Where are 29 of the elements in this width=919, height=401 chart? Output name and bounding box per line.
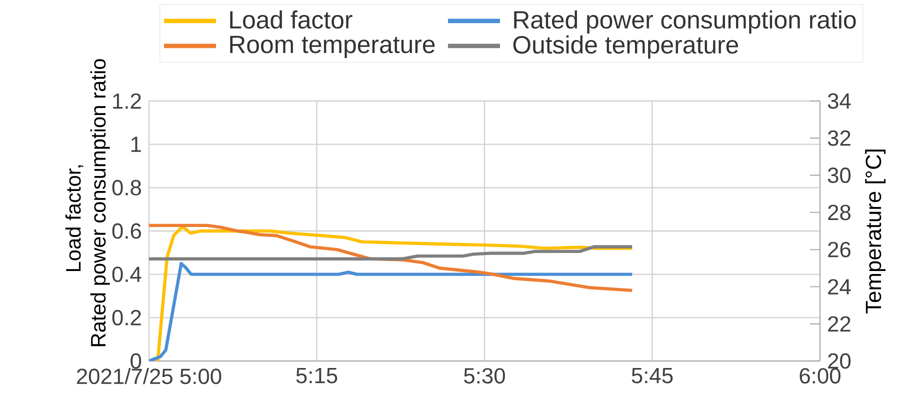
x-tick-label: 6:00 xyxy=(800,368,840,384)
x-tick-label: 5:30 xyxy=(464,368,505,384)
x-tick-label: 5:45 xyxy=(632,368,673,384)
y2-tick-label: 24 xyxy=(828,279,851,294)
y2-axis-title: Temperature [°C] xyxy=(865,150,886,314)
y-tick-label: 1.2 xyxy=(113,93,141,109)
y-tick-label: 0 xyxy=(130,353,142,369)
y2-tick-label: 26 xyxy=(828,242,850,258)
legend-label: Load factor xyxy=(230,10,352,29)
y2-tick-label: 28 xyxy=(828,204,850,220)
legend-label: Room temperature xyxy=(230,36,435,58)
y2-tick-label: 22 xyxy=(828,316,850,332)
legend-label: Outside temperature xyxy=(513,35,738,59)
y2-tick-label: 34 xyxy=(828,93,851,109)
x-tick-label: 2021/7/25 5:00 xyxy=(76,368,222,384)
x-tick-label: 5:15 xyxy=(296,368,338,384)
y2-tick-label: 20 xyxy=(828,353,851,369)
y2-tick-label: 30 xyxy=(828,168,851,184)
y-tick-label: 0.8 xyxy=(112,180,141,196)
line-series xyxy=(149,224,634,292)
line-series xyxy=(149,262,634,361)
y-tick-label: 1 xyxy=(131,136,141,152)
y-tick-label: 0.4 xyxy=(112,266,142,282)
legend-label: Rated power consumption ratio xyxy=(514,10,856,34)
y-tick-label: 0.6 xyxy=(112,223,141,239)
y-axis-title: Load factor, Rated power consumption ratio xyxy=(65,59,110,346)
line-series xyxy=(149,245,634,260)
y-tick-label: 0.2 xyxy=(112,310,141,326)
y2-tick-label: 32 xyxy=(828,130,850,146)
